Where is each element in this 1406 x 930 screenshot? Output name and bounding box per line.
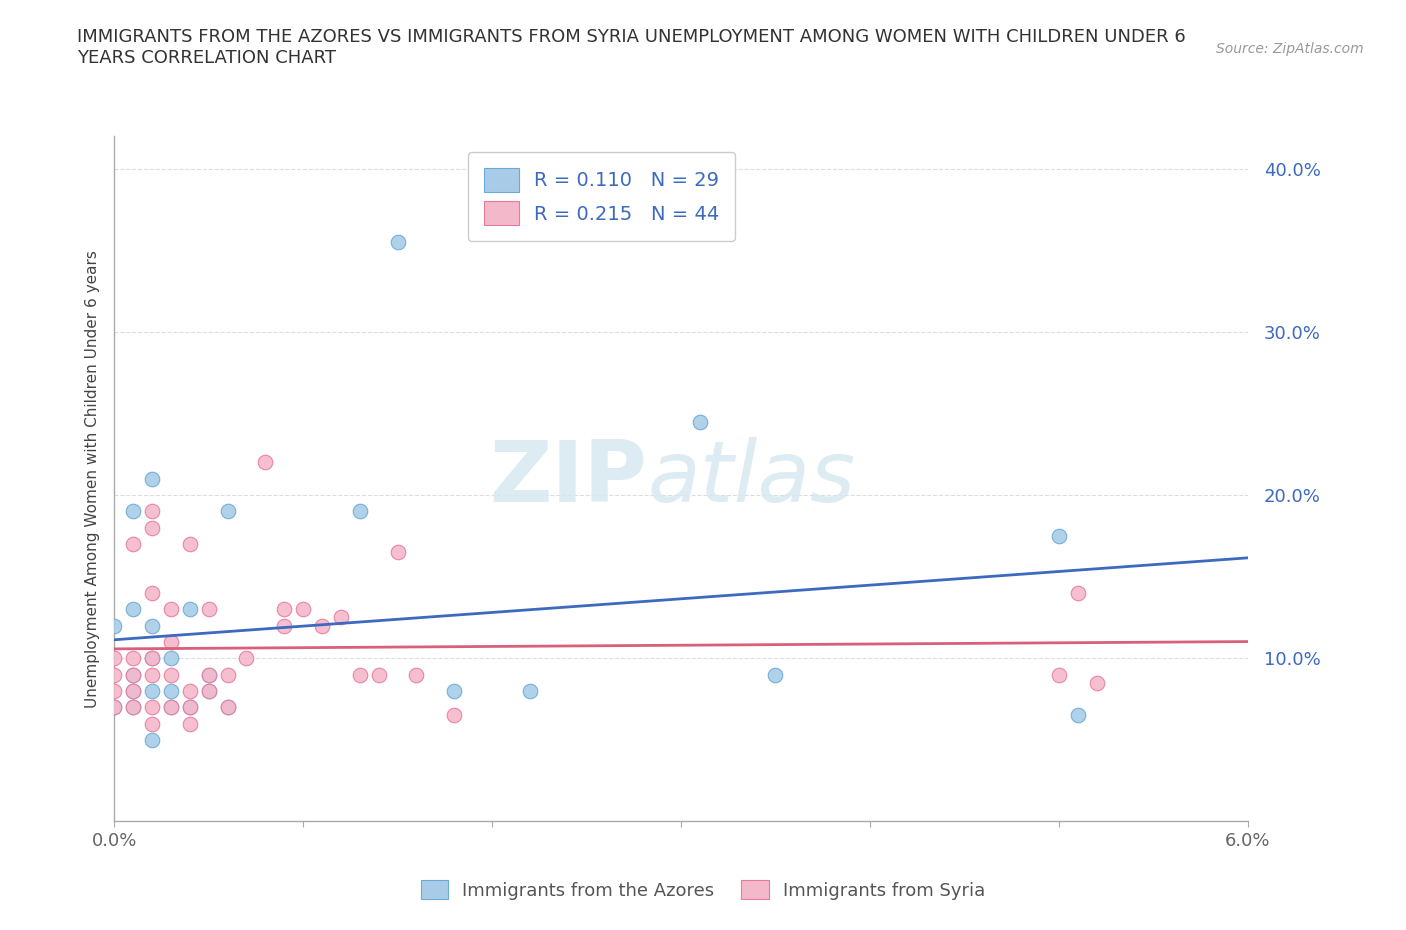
Point <box>519 684 541 698</box>
Point <box>443 708 465 723</box>
Point <box>273 602 295 617</box>
Point <box>141 684 163 698</box>
Point <box>349 667 371 682</box>
Legend: R = 0.110   N = 29, R = 0.215   N = 44: R = 0.110 N = 29, R = 0.215 N = 44 <box>468 153 735 241</box>
Point <box>197 602 219 617</box>
Point <box>122 684 145 698</box>
Point <box>141 699 163 714</box>
Point <box>141 667 163 682</box>
Point <box>122 699 145 714</box>
Point <box>179 684 201 698</box>
Point <box>141 651 163 666</box>
Point <box>160 699 183 714</box>
Point <box>141 586 163 601</box>
Point <box>367 667 389 682</box>
Point <box>122 504 145 519</box>
Point <box>689 414 711 429</box>
Point <box>1047 528 1070 543</box>
Point <box>217 504 239 519</box>
Point <box>1047 667 1070 682</box>
Point <box>405 667 427 682</box>
Point <box>141 651 163 666</box>
Point <box>160 684 183 698</box>
Point <box>103 651 125 666</box>
Point <box>122 602 145 617</box>
Point <box>349 504 371 519</box>
Text: IMMIGRANTS FROM THE AZORES VS IMMIGRANTS FROM SYRIA UNEMPLOYMENT AMONG WOMEN WIT: IMMIGRANTS FROM THE AZORES VS IMMIGRANTS… <box>77 28 1187 67</box>
Point <box>160 667 183 682</box>
Legend: Immigrants from the Azores, Immigrants from Syria: Immigrants from the Azores, Immigrants f… <box>413 873 993 907</box>
Point <box>1067 586 1090 601</box>
Point <box>254 455 277 470</box>
Point <box>122 699 145 714</box>
Point <box>103 699 125 714</box>
Point <box>103 684 125 698</box>
Point <box>103 667 125 682</box>
Point <box>141 520 163 535</box>
Point <box>122 651 145 666</box>
Point <box>765 667 787 682</box>
Text: ZIP: ZIP <box>489 437 647 520</box>
Point <box>160 651 183 666</box>
Point <box>197 667 219 682</box>
Point <box>217 699 239 714</box>
Point <box>1085 675 1108 690</box>
Y-axis label: Unemployment Among Women with Children Under 6 years: Unemployment Among Women with Children U… <box>86 250 100 708</box>
Point <box>103 618 125 633</box>
Point <box>141 472 163 486</box>
Point <box>217 699 239 714</box>
Point <box>387 234 409 249</box>
Point <box>160 602 183 617</box>
Point <box>197 667 219 682</box>
Text: atlas: atlas <box>647 437 855 520</box>
Text: Source: ZipAtlas.com: Source: ZipAtlas.com <box>1216 42 1364 56</box>
Point <box>292 602 315 617</box>
Point <box>311 618 333 633</box>
Point <box>179 602 201 617</box>
Point <box>197 684 219 698</box>
Point <box>443 684 465 698</box>
Point <box>141 504 163 519</box>
Point <box>273 618 295 633</box>
Point <box>235 651 257 666</box>
Point <box>329 610 352 625</box>
Point <box>160 699 183 714</box>
Point <box>160 634 183 649</box>
Point <box>1067 708 1090 723</box>
Point <box>103 699 125 714</box>
Point <box>387 545 409 560</box>
Point <box>179 537 201 551</box>
Point <box>217 667 239 682</box>
Point <box>197 684 219 698</box>
Point <box>179 716 201 731</box>
Point <box>141 618 163 633</box>
Point <box>179 699 201 714</box>
Point <box>122 667 145 682</box>
Point <box>141 716 163 731</box>
Point <box>122 667 145 682</box>
Point <box>122 537 145 551</box>
Point <box>179 699 201 714</box>
Point <box>122 684 145 698</box>
Point <box>141 733 163 748</box>
